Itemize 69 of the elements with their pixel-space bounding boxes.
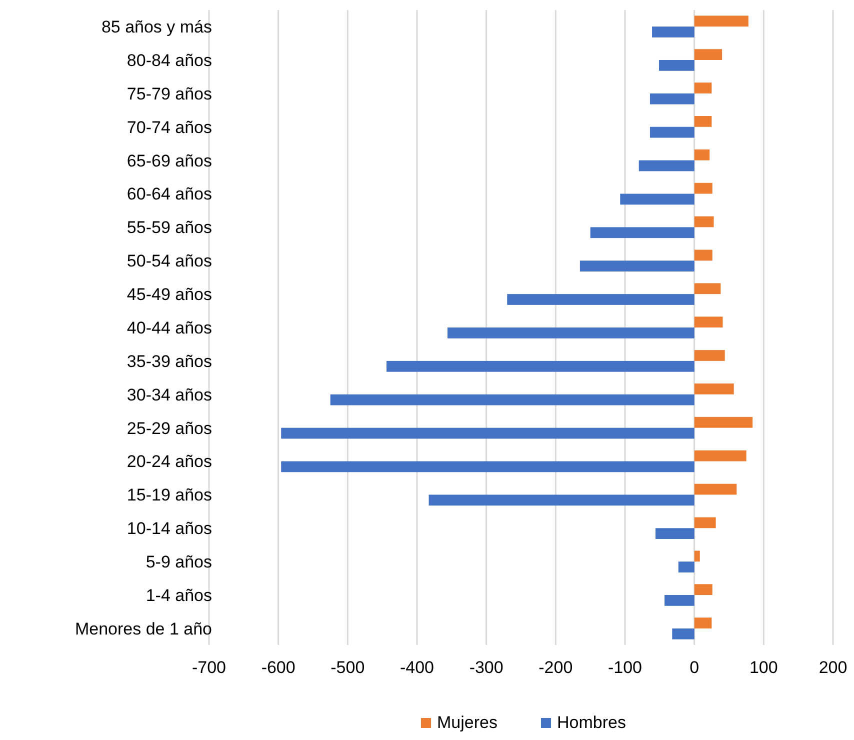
y-tick-label: 1-4 años: [146, 586, 212, 605]
bar: [694, 216, 714, 228]
bar: [507, 294, 694, 305]
bar: [694, 350, 725, 361]
bar: [281, 428, 694, 439]
y-tick-label: 35-39 años: [126, 352, 212, 371]
bar: [694, 484, 737, 495]
legend-label: Hombres: [557, 713, 626, 732]
bar: [652, 26, 694, 38]
x-tick-label: 100: [749, 658, 778, 677]
bar: [694, 16, 748, 27]
y-tick-label: Menores de 1 año: [74, 619, 212, 638]
y-tick-label: 50-54 años: [126, 252, 212, 271]
bar: [694, 250, 712, 261]
bar: [694, 283, 721, 294]
bar: [694, 316, 723, 328]
y-tick-label: 65-69 años: [126, 151, 212, 170]
bar: [694, 149, 710, 160]
bar: [694, 82, 712, 94]
bar: [281, 461, 694, 472]
bar: [694, 49, 722, 60]
bar: [694, 182, 712, 194]
y-tick-label: 10-14 años: [126, 519, 212, 538]
y-tick-label: 25-29 años: [126, 418, 212, 438]
bar: [650, 126, 694, 138]
x-tick-label: 200: [818, 658, 848, 677]
y-tick-label: 70-74 años: [126, 118, 212, 137]
y-tick-label: 5-9 años: [146, 552, 212, 572]
bar: [448, 328, 694, 338]
bar: [650, 93, 694, 104]
bar: [638, 160, 694, 172]
y-tick-label: 75-79 años: [126, 84, 212, 104]
bar: [386, 360, 694, 372]
x-tick-label: -100: [608, 658, 642, 677]
x-tick-label: -700: [192, 658, 226, 677]
x-tick-label: -200: [538, 658, 573, 677]
y-tick-label: 80-84 años: [126, 50, 212, 70]
bar: [694, 618, 712, 628]
bar: [590, 227, 694, 238]
y-tick-label: 30-34 años: [126, 385, 212, 404]
x-tick-label: -500: [330, 658, 365, 677]
y-tick-label: 60-64 años: [126, 184, 212, 204]
bar: [694, 450, 746, 462]
x-tick-label: -300: [469, 658, 504, 677]
bar: [656, 528, 694, 539]
y-tick-label: 20-24 años: [126, 452, 212, 472]
bar: [620, 194, 694, 205]
y-tick-label: 45-49 años: [126, 285, 212, 304]
bar: [330, 394, 694, 406]
bar: [694, 550, 700, 562]
bar: [678, 562, 694, 572]
bar: [664, 595, 694, 606]
x-tick-label: 0: [690, 658, 700, 677]
y-tick-label: 15-19 años: [126, 486, 212, 505]
bar: [694, 384, 734, 394]
bar: [694, 116, 712, 127]
x-tick-label: -400: [400, 658, 434, 677]
bar: [694, 517, 716, 528]
y-tick-label: 40-44 años: [126, 318, 212, 338]
legend-label: Mujeres: [437, 713, 498, 732]
bar: [694, 584, 712, 596]
x-tick-label: -600: [261, 658, 296, 677]
bar: [658, 60, 694, 71]
bar: [672, 628, 694, 640]
y-tick-label: 55-59 años: [126, 218, 212, 238]
y-tick-label: 85 años y más: [101, 18, 212, 36]
bar: [694, 416, 753, 428]
bar: [580, 260, 694, 272]
bar: [428, 494, 694, 506]
